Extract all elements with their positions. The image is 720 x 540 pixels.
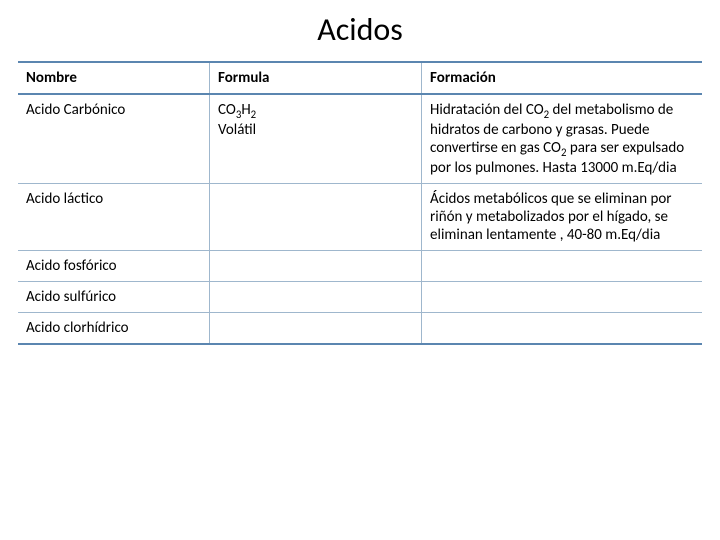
page-title: Acidos xyxy=(18,10,702,49)
formula-text: CO xyxy=(218,101,236,119)
cell-nombre: Acido Carbónico xyxy=(18,94,210,184)
col-header-formacion: Formación xyxy=(422,62,702,94)
cell-formula xyxy=(210,251,422,282)
cell-formula xyxy=(210,282,422,313)
acids-table: Nombre Formula Formación Acido Carbónico… xyxy=(18,61,702,345)
col-header-formula: Formula xyxy=(210,62,422,94)
col-header-nombre: Nombre xyxy=(18,62,210,94)
cell-nombre: Acido sulfúrico xyxy=(18,282,210,313)
table-row: Acido Carbónico CO3H2 Volátil Hidratació… xyxy=(18,94,702,184)
cell-nombre: Acido fosfórico xyxy=(18,251,210,282)
table-row: Acido láctico Ácidos metabólicos que se … xyxy=(18,184,702,251)
cell-formacion xyxy=(422,313,702,345)
formula-line2: Volátil xyxy=(218,121,413,139)
cell-formacion xyxy=(422,282,702,313)
formula-text: H xyxy=(241,101,250,119)
table-row: Acido sulfúrico xyxy=(18,282,702,313)
cell-formacion: Hidratación del CO2 del metabolismo de h… xyxy=(422,94,702,184)
cell-formacion xyxy=(422,251,702,282)
cell-nombre: Acido láctico xyxy=(18,184,210,251)
formula-sub: 2 xyxy=(251,108,256,121)
cell-formula xyxy=(210,184,422,251)
cell-nombre: Acido clorhídrico xyxy=(18,313,210,345)
table-row: Acido fosfórico xyxy=(18,251,702,282)
formacion-text: Hidratación del CO xyxy=(430,101,544,119)
table-row: Acido clorhídrico xyxy=(18,313,702,345)
cell-formacion: Ácidos metabólicos que se eliminan por r… xyxy=(422,184,702,251)
cell-formula xyxy=(210,313,422,345)
table-header-row: Nombre Formula Formación xyxy=(18,62,702,94)
cell-formula: CO3H2 Volátil xyxy=(210,94,422,184)
